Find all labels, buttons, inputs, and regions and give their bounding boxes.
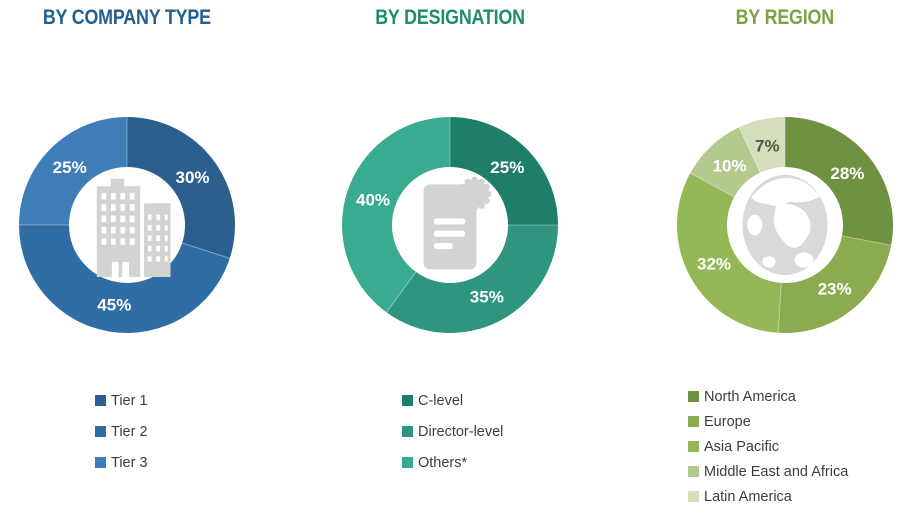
donut-slice-director-level[interactable] <box>386 225 558 333</box>
legend-label: Europe <box>704 413 751 430</box>
certificate-icon <box>402 173 498 277</box>
legend-item-director-level[interactable]: Director-level <box>402 423 503 440</box>
donut-slice-middle-east-and-africa[interactable] <box>690 127 761 198</box>
slice-separator <box>777 282 782 333</box>
legend-label: Others* <box>418 454 468 471</box>
chart-title-text: BY REGION <box>735 6 835 29</box>
legend-label: Director-level <box>418 423 504 440</box>
slice-value-label-c-level: 25% <box>490 158 524 177</box>
legend-swatch <box>688 441 699 452</box>
legend-swatch <box>688 416 699 427</box>
legend-swatch <box>95 426 106 437</box>
legend-item-middle-east-and-africa[interactable]: Middle East and Africa <box>688 463 848 480</box>
donut-slice-latin-america[interactable] <box>739 117 785 173</box>
slice-value-label-tier-3: 25% <box>53 158 87 177</box>
legend-swatch <box>95 457 106 468</box>
donut-slice-asia-pacific[interactable] <box>676 172 782 333</box>
legend-item-latin-america[interactable]: Latin America <box>688 488 848 505</box>
slice-value-label-director-level: 35% <box>470 288 504 307</box>
slice-value-label-latin-america: 7% <box>755 137 780 156</box>
donut-company-type: 30% 45% 25% <box>17 115 237 335</box>
slice-separator <box>182 242 230 259</box>
legend-item-tier-2[interactable]: Tier 2 <box>95 423 148 440</box>
slice-separator <box>738 127 761 173</box>
legend-item-tier-3[interactable]: Tier 3 <box>95 454 148 471</box>
donut-slice-tier-2[interactable] <box>19 225 230 333</box>
donut-slice-europe[interactable] <box>778 235 892 334</box>
chart-title-company-type: BY COMPANY TYPE <box>17 6 237 30</box>
slice-value-label-asia-pacific: 32% <box>697 255 731 274</box>
legend-swatch <box>402 457 413 468</box>
donut-chart-region[interactable]: 28% 23% 32% 10% 7% <box>675 115 895 335</box>
chart-title-designation: BY DESIGNATION <box>340 6 560 30</box>
legend-label: Tier 1 <box>111 392 148 409</box>
legend-item-asia-pacific[interactable]: Asia Pacific <box>688 438 848 455</box>
slice-value-label-tier-1: 30% <box>175 168 209 187</box>
legend-label: Tier 3 <box>111 454 148 471</box>
legend-swatch <box>95 395 106 406</box>
legend-label: C-level <box>418 392 464 409</box>
legend-swatch <box>402 426 413 437</box>
slice-value-label-others: 40% <box>356 191 390 210</box>
legend-label: North America <box>704 388 796 405</box>
donut-slice-others[interactable] <box>342 117 450 313</box>
donut-chart-designation[interactable]: 25% 35% 40% <box>340 115 560 335</box>
donut-region: 28% 23% 32% 10% 7% <box>675 115 895 335</box>
legend-item-north-america[interactable]: North America <box>688 388 848 405</box>
chart-company-type: BY COMPANY TYPE 30% 45% 25% <box>17 0 237 513</box>
slice-separator <box>690 172 735 198</box>
building-icon <box>79 173 175 277</box>
chart-designation: BY DESIGNATION 25% 35% 40% <box>340 0 560 513</box>
legend-swatch <box>688 466 699 477</box>
legend-swatch <box>688 491 699 502</box>
legend-company-type: Tier 1 Tier 2 Tier 3 <box>95 392 148 485</box>
chart-title-region: BY REGION <box>675 6 895 30</box>
legend-item-europe[interactable]: Europe <box>688 413 848 430</box>
globe-icon <box>737 173 833 277</box>
donut-designation: 25% 35% 40% <box>340 115 560 335</box>
legend-designation: C-level Director-level Others* <box>402 392 503 485</box>
donut-slice-tier-3[interactable] <box>19 117 127 225</box>
legend-item-others[interactable]: Others* <box>402 454 503 471</box>
legend-item-tier-1[interactable]: Tier 1 <box>95 392 148 409</box>
chart-region: BY REGION 28% 23% 32% 10% 7% North America Eu… <box>675 0 895 513</box>
legend-label: Asia Pacific <box>704 438 779 455</box>
legend-region: North America Europe Asia Pacific Middle Ea… <box>688 388 848 513</box>
legend-item-c-level[interactable]: C-level <box>402 392 503 409</box>
chart-title-text: BY DESIGNATION <box>375 6 525 29</box>
donut-slice-north-america[interactable] <box>785 117 894 246</box>
legend-label: Latin America <box>704 488 792 505</box>
slice-value-label-north-america: 28% <box>830 164 864 183</box>
legend-swatch <box>402 395 413 406</box>
slice-value-label-europe: 23% <box>818 280 852 299</box>
slice-value-label-tier-2: 45% <box>97 296 131 315</box>
chart-title-text: BY COMPANY TYPE <box>42 6 212 29</box>
donut-slice-c-level[interactable] <box>450 117 558 225</box>
legend-label: Middle East and Africa <box>704 463 849 480</box>
donut-chart-company-type[interactable]: 30% 45% 25% <box>17 115 237 335</box>
slice-separator <box>841 235 892 246</box>
legend-swatch <box>688 391 699 402</box>
legend-label: Tier 2 <box>111 423 148 440</box>
slice-separator <box>386 271 417 313</box>
slice-value-label-middle-east-and-africa: 10% <box>713 157 747 176</box>
donut-slice-tier-1[interactable] <box>127 117 235 259</box>
